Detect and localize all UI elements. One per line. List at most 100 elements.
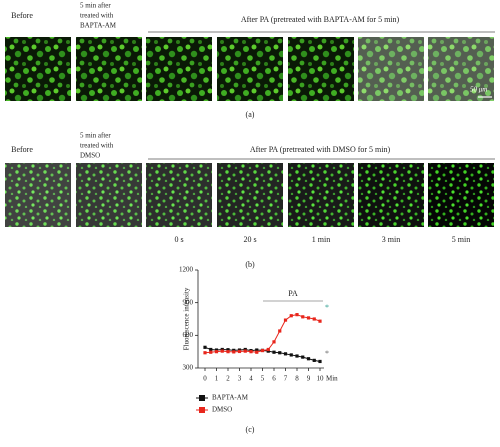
- y-tick-label: 300: [183, 364, 194, 372]
- caption: (b): [245, 260, 255, 269]
- label: 5 min after: [80, 132, 111, 140]
- time-label: 1 min: [312, 235, 330, 244]
- data-point: [203, 345, 207, 349]
- y-tick-label: 1200: [179, 266, 194, 274]
- micrograph: [5, 163, 71, 227]
- x-tick-label: 9: [307, 375, 311, 383]
- legend-label: DMSO: [212, 406, 232, 414]
- x-tick-label: 8: [295, 375, 299, 383]
- data-point: [214, 350, 219, 354]
- data-point: [289, 353, 293, 357]
- label: After PA (pretreated with BAPTA-AM for 5…: [241, 15, 400, 24]
- data-point: [312, 358, 316, 362]
- data-point: [237, 349, 242, 354]
- data-point: [249, 350, 253, 354]
- micrograph: [217, 163, 283, 227]
- data-point: [243, 349, 247, 353]
- micrograph: [76, 163, 142, 227]
- x-tick-label: 0: [203, 375, 207, 383]
- time-label: 5 min: [452, 235, 470, 244]
- annotation: PA: [288, 289, 298, 298]
- label: After PA (pretreated with DMSO for 5 min…: [250, 145, 391, 154]
- data-point: [209, 347, 213, 352]
- data-point: [266, 349, 270, 353]
- label: treated with: [80, 142, 114, 150]
- data-point: [295, 313, 299, 317]
- micrograph: [288, 37, 354, 101]
- data-point: [301, 315, 305, 319]
- x-tick-label: 1: [215, 375, 219, 383]
- y-tick-label: 900: [183, 298, 194, 306]
- x-tick-label: 7: [284, 375, 288, 383]
- data-point: [278, 351, 282, 355]
- data-point: [289, 314, 293, 318]
- data-point: [306, 316, 311, 320]
- time-label: 0 s: [174, 235, 183, 244]
- label: 5 min after: [80, 2, 111, 10]
- data-point: [283, 318, 288, 322]
- label: BAPTA-AM: [80, 22, 117, 30]
- data-point: [318, 359, 322, 364]
- micrograph: [358, 163, 424, 227]
- data-point: [272, 350, 276, 354]
- micrograph: [5, 37, 71, 101]
- caption: (c): [246, 425, 255, 434]
- data-point: [295, 354, 299, 358]
- x-tick-label: 6: [272, 375, 276, 383]
- data-point: [312, 317, 316, 321]
- significance: *: [325, 303, 329, 312]
- y-axis-label: Fluorescence intensity: [183, 287, 191, 350]
- x-unit: Min: [326, 375, 338, 383]
- data-point: [318, 319, 322, 323]
- panel-c: Fluorescence intensity Min PA * * (c): [183, 287, 339, 434]
- data-point: [220, 347, 224, 352]
- significance: *: [325, 349, 329, 358]
- data-point: [266, 347, 270, 352]
- time-label: 20 s: [243, 235, 256, 244]
- label: DMSO: [80, 152, 100, 160]
- data-point: [272, 340, 276, 344]
- data-point: [203, 351, 207, 355]
- caption: (a): [246, 110, 255, 119]
- micrograph: [428, 37, 494, 101]
- data-point: [209, 350, 213, 354]
- x-tick-label: 4: [249, 375, 253, 383]
- x-tick-label: 10: [317, 375, 325, 383]
- x-tick-label: 5: [261, 375, 265, 383]
- data-point: [255, 348, 259, 352]
- data-point: [255, 350, 259, 354]
- micrograph: [217, 37, 283, 101]
- data-point: [226, 350, 230, 354]
- x-tick-label: 3: [238, 375, 242, 383]
- micrograph: [428, 163, 494, 227]
- panel-b: Before 5 min after treated with DMSO Aft…: [11, 132, 495, 269]
- label: Before: [11, 145, 33, 154]
- x-tick-label: 2: [226, 375, 230, 383]
- data-point: [306, 357, 311, 361]
- legend-label: BAPTA-AM: [212, 394, 249, 402]
- time-label: 3 min: [382, 235, 400, 244]
- micrograph: [76, 37, 142, 101]
- legend-marker: [199, 407, 205, 413]
- legend-marker: [199, 395, 205, 401]
- data-point: [301, 355, 305, 359]
- data-point: [232, 350, 236, 354]
- data-point: [278, 329, 282, 333]
- data-point: [283, 352, 288, 356]
- data-point: [220, 349, 224, 353]
- data-point: [260, 348, 265, 353]
- y-tick-label: 600: [183, 331, 194, 339]
- micrograph: [288, 163, 354, 227]
- data-point: [214, 348, 219, 352]
- panel-a: Before 5 min after treated with BAPTA-AM…: [11, 2, 495, 119]
- scale-label: 50 μm: [470, 86, 487, 94]
- label: treated with: [80, 12, 114, 20]
- micrograph: [358, 37, 424, 101]
- micrograph: [146, 163, 212, 227]
- data-point: [226, 348, 230, 352]
- series-line: [204, 314, 321, 354]
- label: Before: [11, 11, 33, 20]
- data-point: [243, 347, 247, 352]
- micrograph: [146, 37, 212, 101]
